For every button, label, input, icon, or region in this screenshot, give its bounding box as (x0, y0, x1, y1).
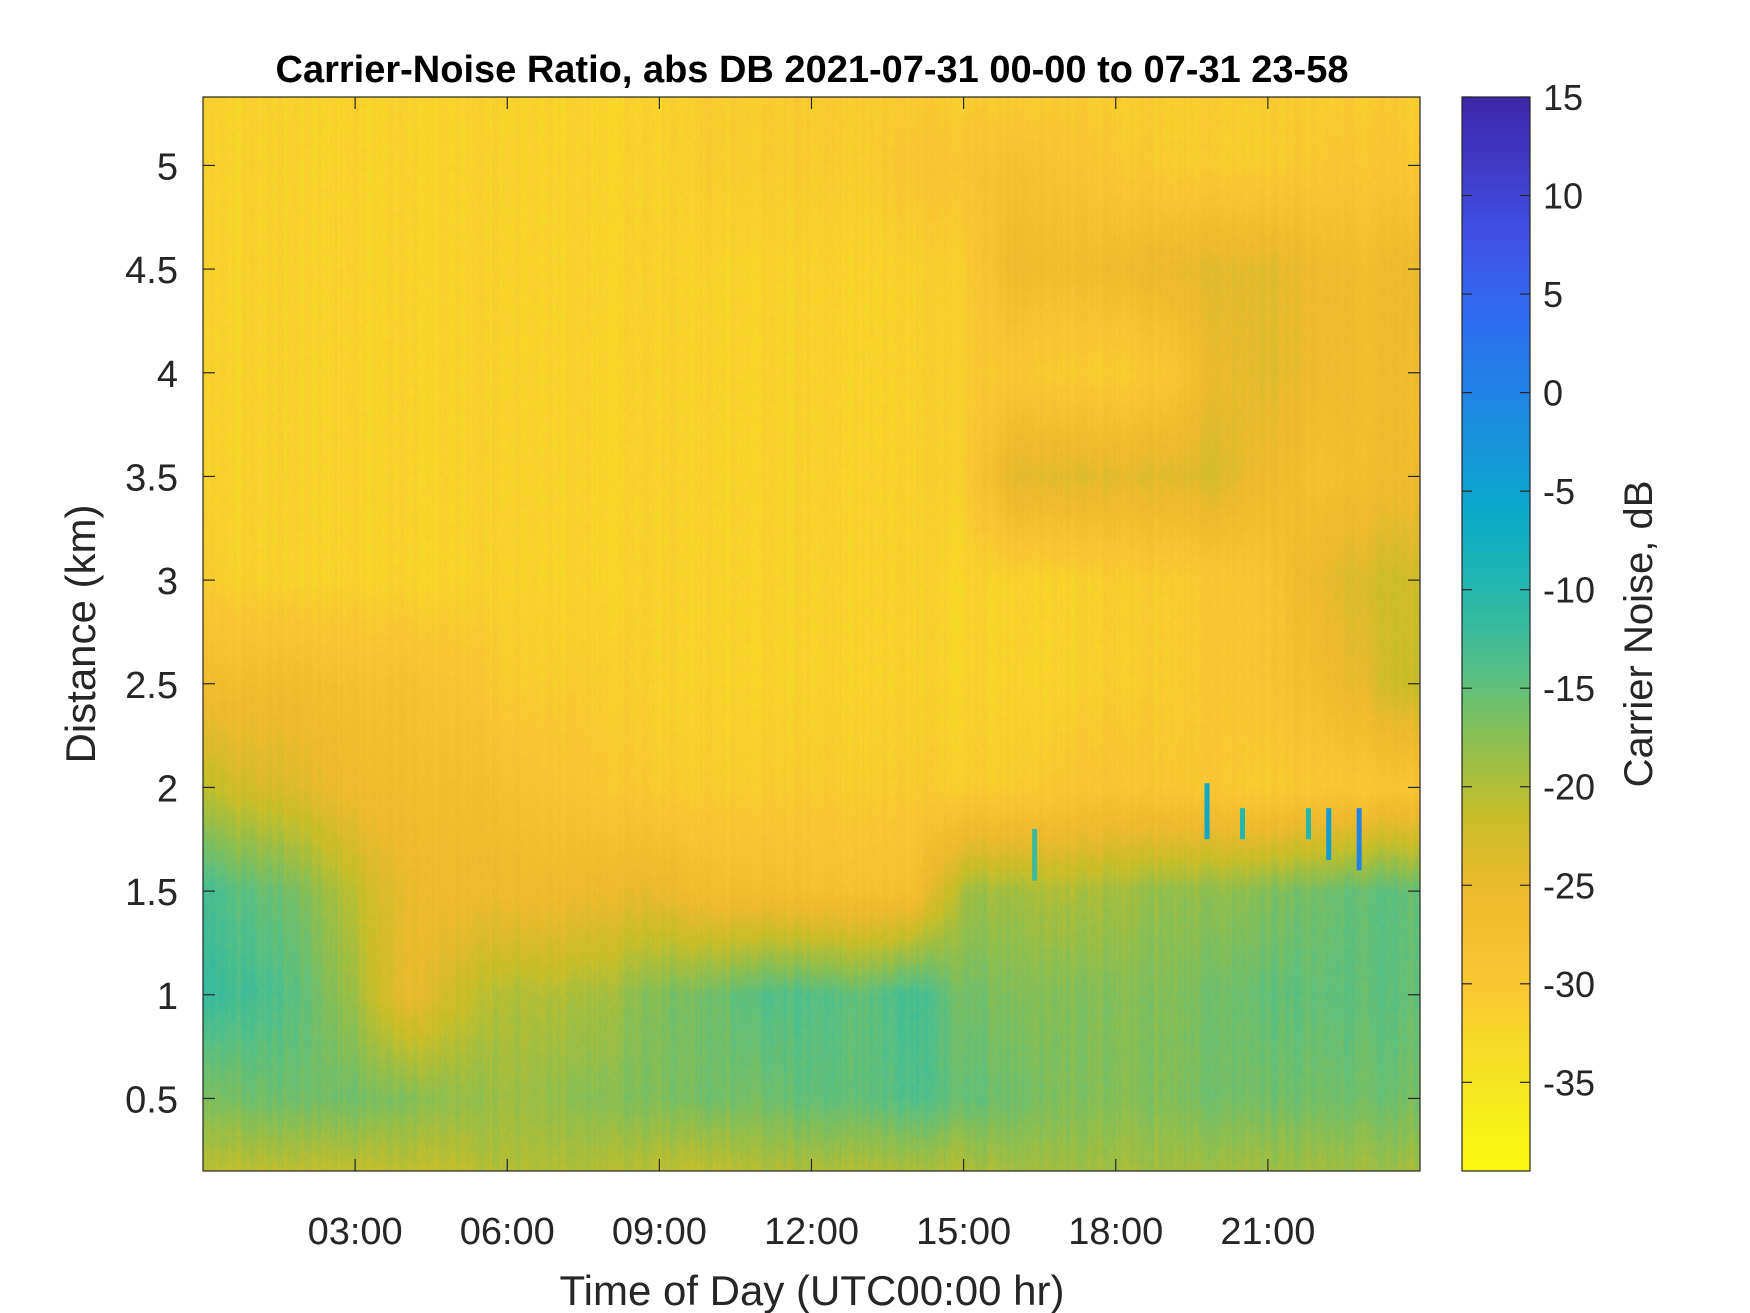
colorbar-ticks: -35 -30 -25 -20 -15 -10 -5 0 5 10 15 (1462, 77, 1595, 1103)
colorbar-label: Carrier Noise, dB (1617, 481, 1661, 788)
y-tick-label: 2 (157, 768, 178, 810)
chart-title: Carrier-Noise Ratio, abs DB 2021-07-31 0… (276, 49, 1349, 91)
spike-mark (1032, 828, 1038, 881)
x-tick-label: 09:00 (612, 1211, 707, 1253)
colorbar-tick-label: -15 (1543, 668, 1595, 709)
colorbar-tick-label: 5 (1543, 274, 1563, 315)
spike-mark (1356, 808, 1362, 871)
colorbar-tick-label: 10 (1543, 176, 1583, 217)
colorbar-tick-label: 0 (1543, 373, 1563, 414)
y-tick-label: 3.5 (125, 457, 178, 499)
spike-mark (1240, 808, 1246, 840)
x-tick-label: 15:00 (916, 1211, 1011, 1253)
colorbar-frame (1461, 96, 1531, 1172)
x-tick-label: 18:00 (1068, 1211, 1163, 1253)
colorbar-tick-label: -30 (1543, 964, 1595, 1005)
y-tick-label: 0.5 (125, 1079, 178, 1121)
x-tick-label: 03:00 (308, 1211, 403, 1253)
y-tick-label: 4 (157, 354, 178, 396)
heatmap (203, 97, 1420, 1171)
x-tick-label: 12:00 (764, 1211, 859, 1253)
colorbar-tick-label: 15 (1543, 77, 1583, 118)
x-axis-ticks: 03:00 06:00 09:00 12:00 15:00 18:00 21:00 (308, 97, 1315, 1253)
spike-layer (1032, 783, 1362, 881)
colorbar-tick-label: -5 (1543, 471, 1575, 512)
spike-mark (1305, 808, 1311, 840)
colorbar-tick-label: -25 (1543, 865, 1595, 906)
colorbar-tick-label: -20 (1543, 767, 1595, 808)
y-tick-label: 2.5 (125, 665, 178, 707)
y-tick-label: 5 (157, 146, 178, 188)
y-axis-label: Distance (km) (57, 504, 104, 763)
y-axis-ticks: 0.5 1 1.5 2 2.5 3 3.5 4 4.5 5 (125, 146, 1420, 1121)
heatmap-image (203, 97, 1420, 1171)
colorbar-tick-label: -35 (1543, 1062, 1595, 1103)
y-tick-label: 1 (157, 976, 178, 1018)
spike-mark (1326, 808, 1332, 860)
y-tick-label: 4.5 (125, 250, 178, 292)
x-tick-label: 21:00 (1220, 1211, 1315, 1253)
y-tick-label: 3 (157, 561, 178, 603)
colorbar: -35 -30 -25 -20 -15 -10 -5 0 5 10 15 (1461, 77, 1595, 1172)
y-tick-label: 1.5 (125, 872, 178, 914)
spike-mark (1204, 783, 1210, 840)
x-axis-label: Time of Day (UTC00:00 hr) (560, 1267, 1065, 1313)
x-tick-label: 06:00 (460, 1211, 555, 1253)
colorbar-fill (1462, 97, 1530, 1171)
colorbar-tick-label: -10 (1543, 570, 1595, 611)
